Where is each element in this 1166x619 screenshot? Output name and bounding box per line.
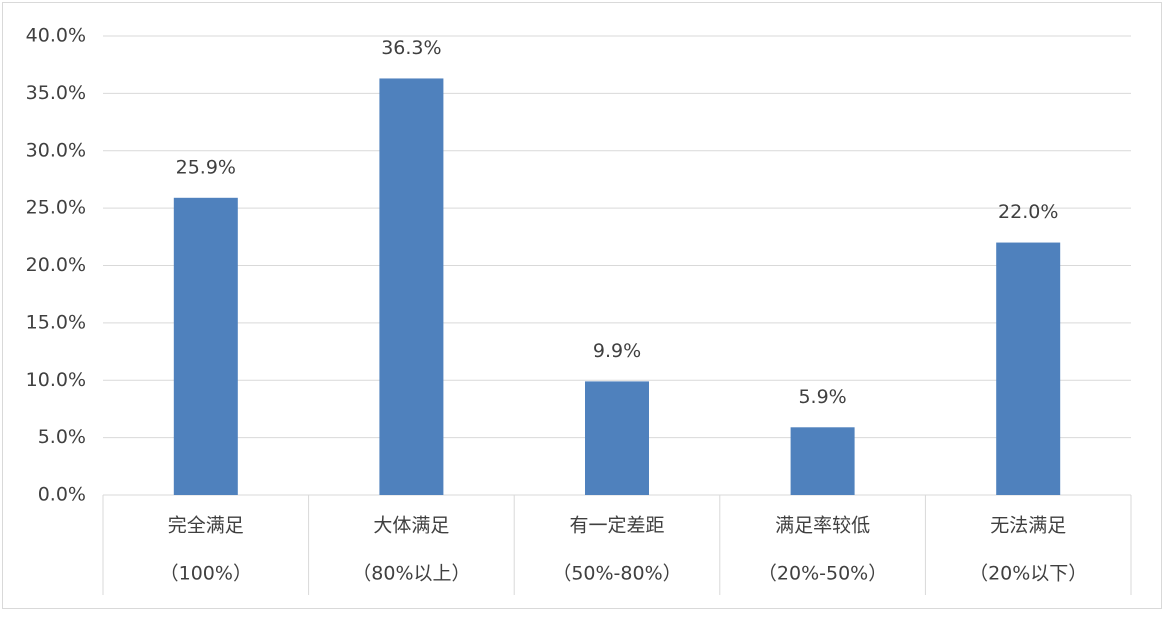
y-tick-label: 10.0% — [26, 369, 86, 391]
bar — [790, 427, 855, 495]
x-tick-label: 无法满足 — [990, 515, 1066, 537]
data-label: 25.9% — [176, 156, 236, 178]
bar — [585, 381, 649, 495]
y-tick-label: 40.0% — [26, 25, 86, 47]
x-tick-label: 大体满足 — [373, 515, 449, 537]
data-label: 9.9% — [593, 340, 641, 362]
data-label: 5.9% — [798, 386, 846, 408]
y-tick-label: 15.0% — [26, 311, 86, 333]
y-tick-label: 0.0% — [38, 484, 86, 506]
y-tick-label: 5.0% — [38, 426, 86, 448]
y-tick-label: 35.0% — [26, 82, 86, 104]
x-tick-label: （80%以上） — [352, 563, 470, 585]
x-tick-label: 完全满足 — [168, 515, 244, 537]
x-tick-label: 有一定差距 — [569, 515, 664, 537]
y-tick-label: 25.0% — [26, 197, 86, 219]
x-tick-label: （100%） — [160, 563, 252, 585]
data-label: 36.3% — [381, 37, 441, 59]
bar — [996, 242, 1061, 495]
bar — [173, 197, 238, 496]
y-tick-label: 30.0% — [26, 139, 86, 161]
data-label: 22.0% — [998, 201, 1058, 223]
y-tick-label: 20.0% — [26, 254, 86, 276]
x-tick-label: （20%-50%） — [758, 563, 887, 585]
x-tick-label: （50%-80%） — [552, 563, 681, 585]
bar — [379, 78, 444, 496]
x-tick-label: 满足率较低 — [775, 515, 870, 537]
x-tick-label: （20%以下） — [969, 563, 1087, 585]
